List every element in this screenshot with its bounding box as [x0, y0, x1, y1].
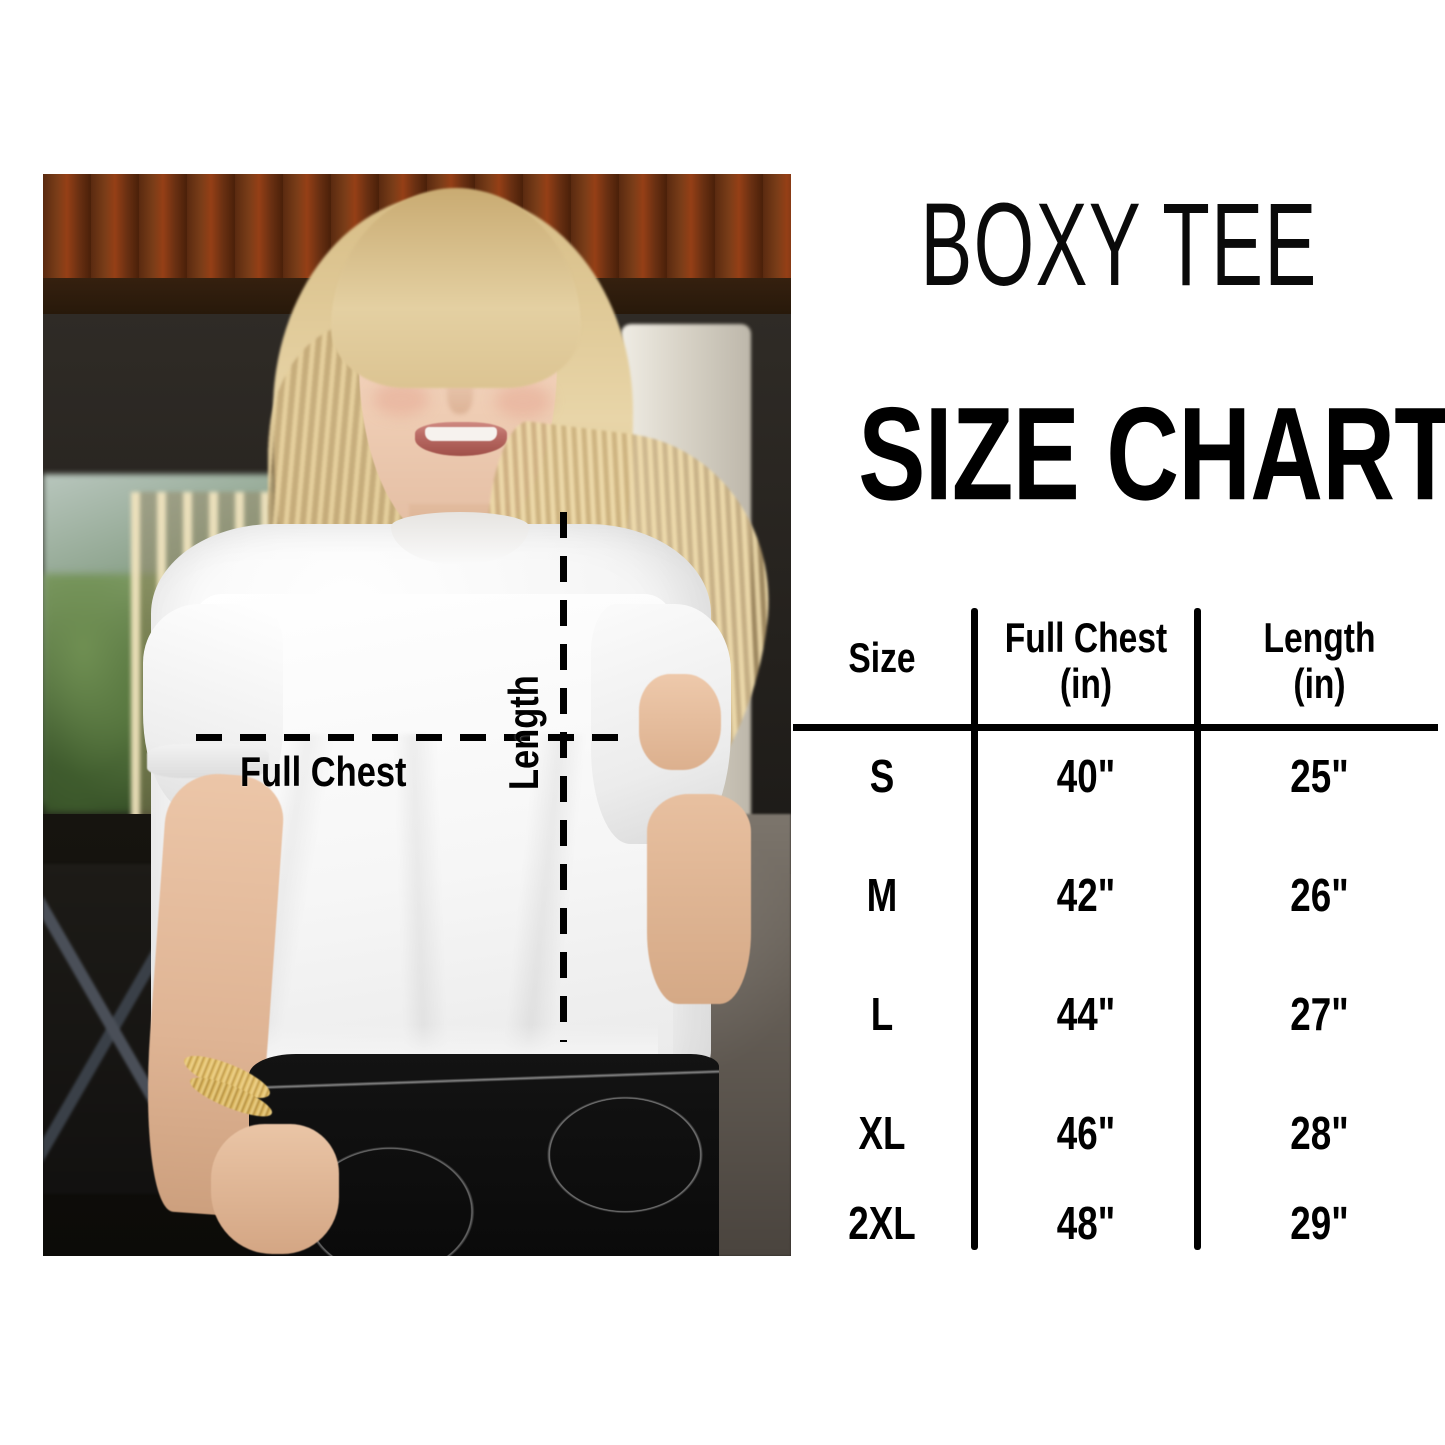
- table-row: 44": [1056, 988, 1116, 1040]
- product-title: BOXY TEE: [920, 179, 1318, 311]
- table-row: 25": [1290, 750, 1349, 802]
- column-divider-2: [1194, 608, 1201, 1250]
- full-chest-dashed-line: [196, 734, 621, 741]
- length-label: Length: [500, 675, 547, 790]
- size-chart-table: Size Full Chest (in) Length (in) S 40" 2…: [793, 600, 1441, 1260]
- table-row: S: [869, 750, 895, 802]
- table-row: L: [870, 988, 894, 1040]
- length-dashed-line: [560, 512, 567, 1042]
- table-row: 29": [1290, 1197, 1349, 1249]
- full-chest-label: Full Chest: [240, 748, 407, 795]
- hand-left: [211, 1124, 339, 1254]
- table-row: 42": [1056, 869, 1116, 921]
- table-row: 48": [1056, 1197, 1116, 1249]
- table-row: 27": [1290, 988, 1349, 1040]
- column-header-length-line1: Length: [1263, 614, 1376, 661]
- table-row: XL: [858, 1107, 906, 1159]
- header-rule: [793, 724, 1438, 731]
- model-photo: [43, 174, 791, 1256]
- table-row: M: [866, 869, 898, 921]
- column-header-chest-line2: (in): [1059, 660, 1113, 707]
- page-title: SIZE CHART: [858, 379, 1445, 528]
- table-row: 46": [1056, 1107, 1116, 1159]
- arm-right: [647, 794, 751, 1004]
- cheek-right: [495, 384, 551, 418]
- hand-right: [639, 674, 721, 770]
- column-header-length-line2: (in): [1293, 660, 1346, 707]
- table-row: 28": [1290, 1107, 1349, 1159]
- table-row: 40": [1056, 750, 1116, 802]
- teeth: [425, 427, 497, 441]
- column-divider-1: [971, 608, 978, 1250]
- table-row: 26": [1290, 869, 1349, 921]
- column-header-size: Size: [848, 634, 916, 681]
- column-header-chest-line1: Full Chest: [1004, 614, 1168, 661]
- tee-sleeve-cuff-left: [147, 744, 269, 778]
- table-row: 2XL: [848, 1197, 916, 1249]
- tee-collar: [391, 512, 529, 564]
